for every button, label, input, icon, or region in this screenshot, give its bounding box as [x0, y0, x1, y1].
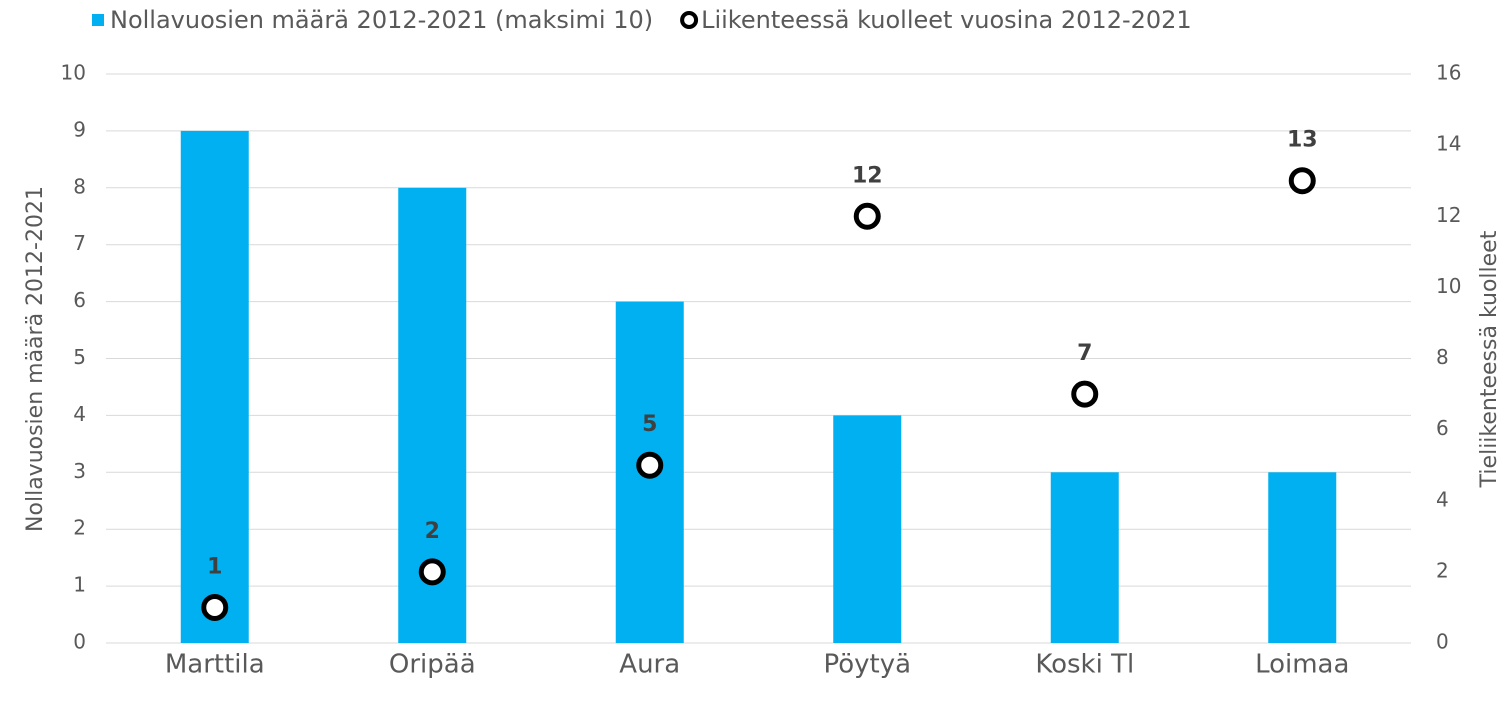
data-label: 7	[1077, 341, 1092, 366]
y-tick-label: 9	[73, 117, 86, 141]
y2-tick-label: 2	[1436, 558, 1449, 582]
y2-tick-label: 16	[1436, 61, 1461, 85]
y-tick-label: 3	[73, 459, 86, 483]
legend-swatch	[680, 11, 699, 29]
bar	[1268, 472, 1337, 643]
point	[1288, 167, 1316, 195]
y-tick-label: 0	[73, 630, 86, 654]
data-label: 1	[207, 554, 222, 579]
y-tick-label: 7	[73, 231, 86, 255]
y-tick-label: 10	[61, 61, 86, 85]
y2-tick-label: 4	[1436, 487, 1449, 511]
bar	[1050, 472, 1119, 643]
legend-swatch	[92, 14, 104, 26]
legend-label: Nollavuosien määrä 2012-2021 (maksimi 10…	[110, 6, 653, 34]
y-tick-label: 2	[73, 516, 86, 540]
point	[853, 202, 881, 230]
y2-tick-label: 10	[1436, 274, 1461, 298]
y-tick-label: 5	[73, 345, 86, 369]
y-tick-label: 4	[73, 402, 86, 426]
y2-tick-label: 14	[1436, 132, 1461, 156]
x-tick-label: Koski Tl	[1035, 650, 1134, 680]
data-label: 13	[1287, 128, 1318, 153]
data-label: 2	[425, 519, 440, 544]
y-tick-label: 1	[73, 573, 86, 597]
x-tick-label: Aura	[619, 650, 680, 680]
bar	[833, 415, 902, 643]
x-tick-label: Pöytyä	[823, 650, 911, 680]
y2-axis-label: Tieliikenteessä kuolleet	[1477, 230, 1502, 488]
y-tick-label: 8	[73, 174, 86, 198]
point	[636, 451, 664, 479]
x-tick-label: Loimaa	[1255, 650, 1349, 680]
bar	[180, 130, 249, 643]
y2-tick-label: 8	[1436, 345, 1449, 369]
point	[1071, 380, 1099, 408]
x-tick-label: Marttila	[165, 650, 265, 680]
point	[201, 593, 229, 621]
y-axis-label: Nollavuosien määrä 2012-2021	[23, 186, 48, 532]
point	[418, 558, 446, 586]
y2-tick-label: 6	[1436, 416, 1449, 440]
x-tick-label: Oripää	[389, 650, 476, 680]
y2-tick-label: 12	[1436, 203, 1461, 227]
legend-label: Liikenteessä kuolleet vuosina 2012-2021	[701, 6, 1192, 34]
data-label: 12	[852, 163, 883, 188]
y-tick-label: 6	[73, 288, 86, 312]
data-label: 5	[642, 412, 657, 437]
y2-tick-label: 0	[1436, 630, 1449, 654]
